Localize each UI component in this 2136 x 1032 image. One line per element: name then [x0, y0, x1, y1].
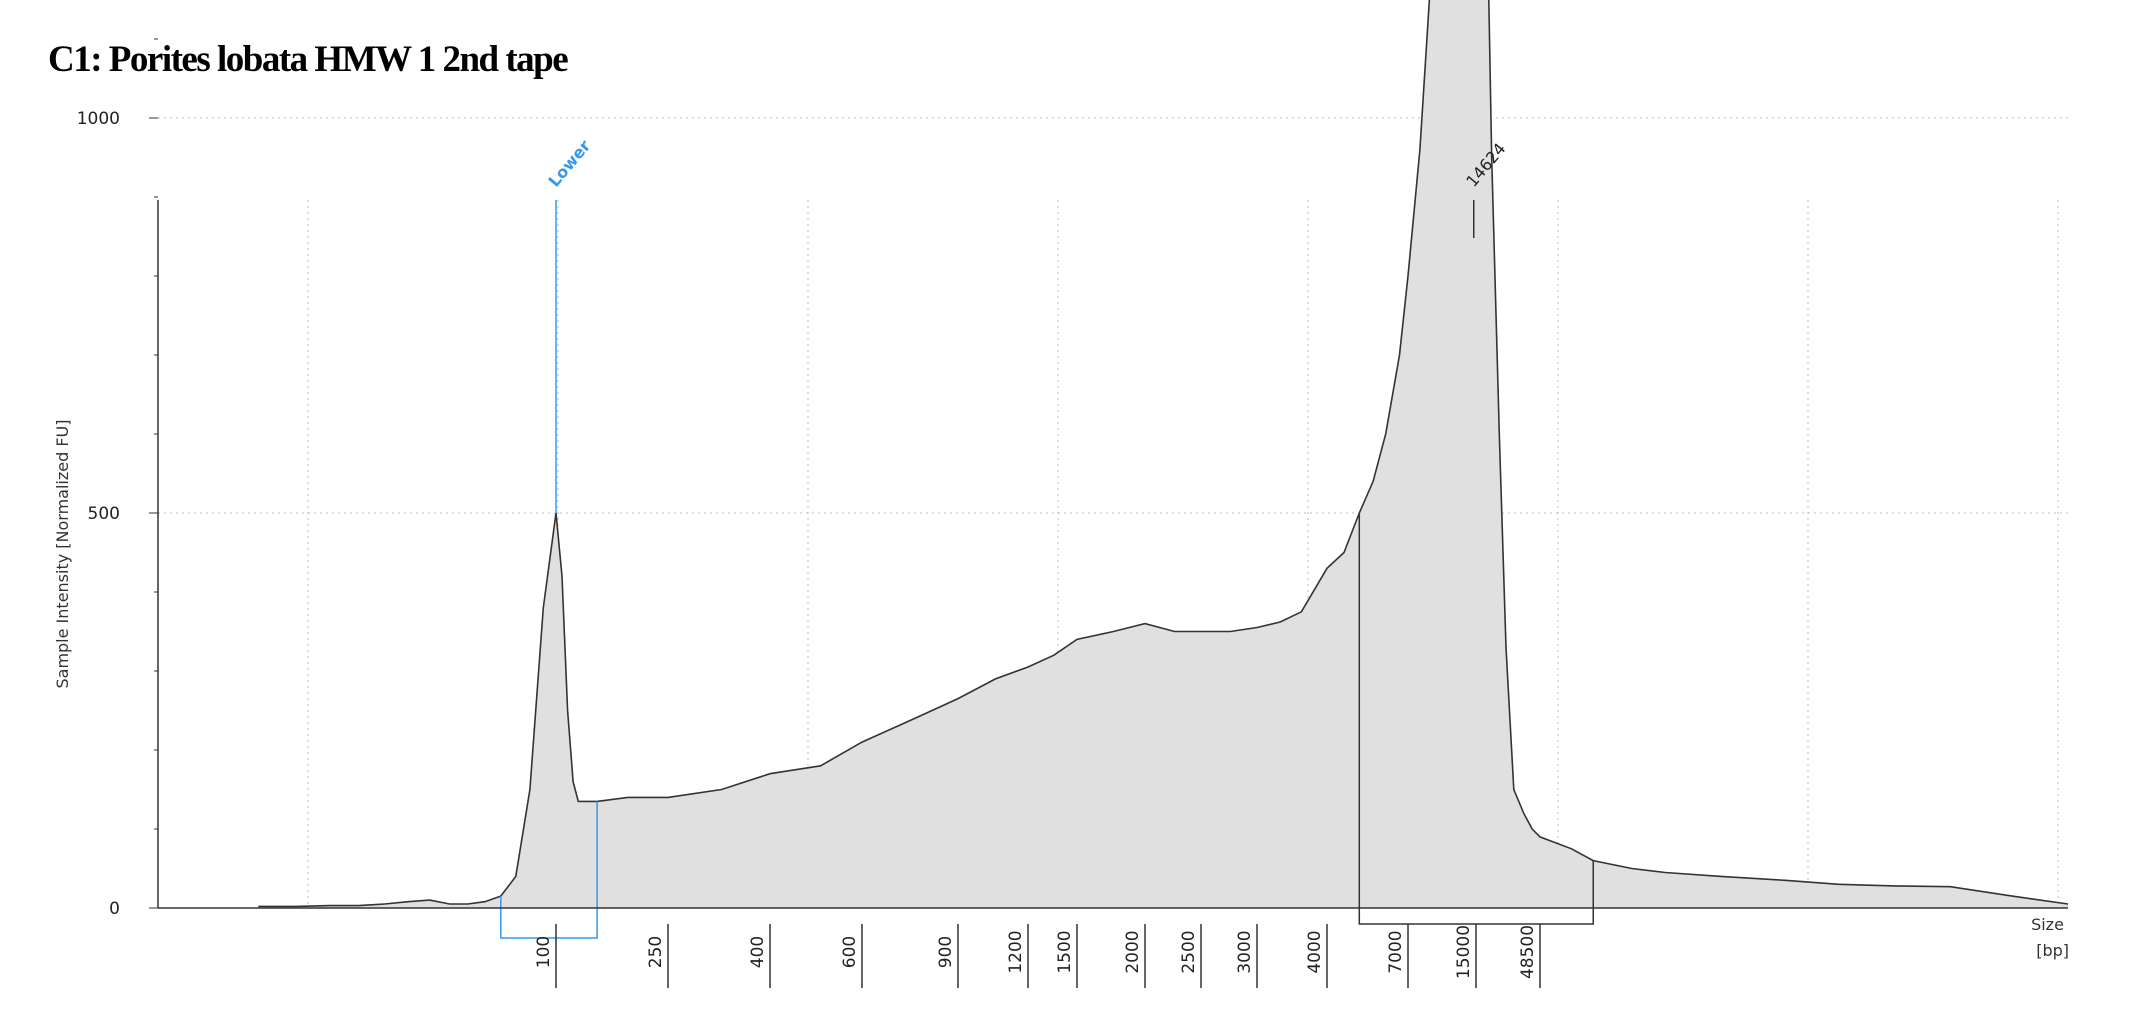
y-tick-label: 500 — [88, 504, 120, 524]
x-axis-ladder-ticks: 100 250 400 600 900 1200 1500 2000 2500 3000 4000 7… — [534, 924, 1541, 988]
x-tick-label: 400 — [748, 936, 768, 968]
trace-line — [258, 0, 2069, 908]
lower-marker-region — [500, 801, 598, 939]
x-tick-label: 1200 — [1006, 930, 1026, 973]
region-bracket — [500, 801, 598, 939]
x-tick-label: 900 — [936, 936, 956, 968]
y-tick-label: 0 — [109, 899, 120, 919]
x-tick-label: 250 — [646, 936, 666, 968]
axes — [149, 38, 2068, 909]
y-axis-label: Sample Intensity [Normalized FU] — [53, 419, 72, 688]
trace-area — [258, 0, 2068, 908]
lower-marker-peak: Lower — [545, 136, 595, 513]
y-axis-ticks: 050010001500 — [77, 109, 120, 919]
x-tick-label: 2000 — [1123, 930, 1143, 973]
x-axis-label-line: Size — [2031, 915, 2064, 934]
peak-label: Lower — [545, 136, 595, 190]
x-tick-label: 600 — [840, 936, 860, 968]
peak-markers: Lower 14624 — [545, 136, 1510, 513]
x-tick-label: 3000 — [1235, 930, 1255, 973]
y-tick-label: 1000 — [77, 109, 120, 129]
x-tick-label: 1500 — [1055, 930, 1075, 973]
x-axis-label-unit: [bp] — [2036, 941, 2069, 960]
x-tick-label: 4000 — [1305, 930, 1325, 973]
x-axis-label: Size [bp] — [2031, 915, 2069, 960]
x-tick-label: 7000 — [1386, 930, 1406, 973]
page-title: C1: Porites lobata HMW 1 2nd tape — [48, 39, 569, 80]
x-tick-label: 2500 — [1179, 930, 1199, 973]
x-tick-label: 48500 — [1518, 925, 1538, 979]
x-tick-label: 15000 — [1454, 925, 1474, 979]
x-tick-label: 100 — [534, 936, 554, 968]
